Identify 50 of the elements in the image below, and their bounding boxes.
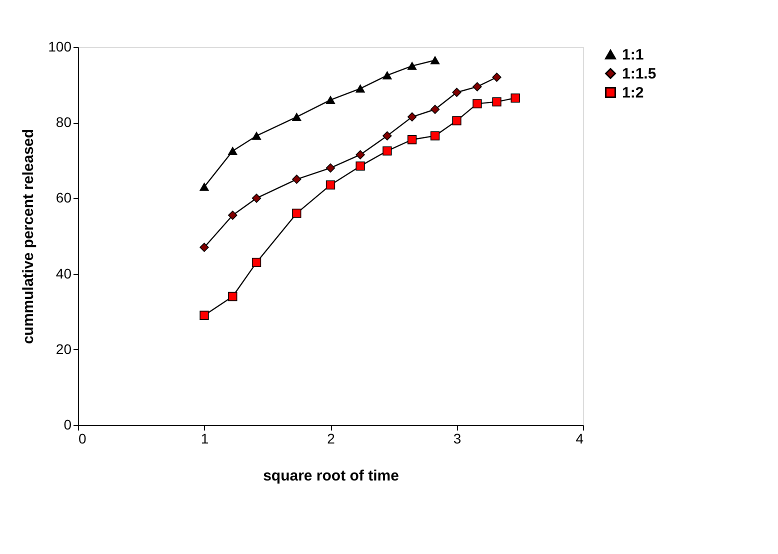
y-tick-label: 80 <box>56 114 72 130</box>
point <box>407 62 417 70</box>
point <box>252 258 262 268</box>
legend-label: 1:2 <box>622 84 644 102</box>
x-tick-label: 1 <box>200 430 209 446</box>
point <box>407 135 417 144</box>
y-tick-label: 0 <box>64 416 72 432</box>
point <box>200 310 209 320</box>
point <box>382 131 392 140</box>
point <box>472 82 482 92</box>
y-tick-label: 100 <box>48 38 72 54</box>
x-tick-label: 2 <box>327 430 336 446</box>
point <box>382 71 392 80</box>
legend-label: 1:1 <box>622 46 644 64</box>
point <box>510 93 520 103</box>
y-axis-title: cummulative percent released <box>20 128 38 344</box>
x-tick-label: 3 <box>453 430 462 446</box>
y-tick-label: 40 <box>56 265 72 282</box>
point <box>472 99 482 108</box>
y-tick-label: 60 <box>56 190 72 206</box>
point <box>292 112 302 121</box>
point <box>356 150 365 160</box>
point <box>228 210 238 220</box>
point <box>228 292 238 302</box>
point <box>252 194 262 203</box>
point <box>452 116 462 126</box>
legend-label: 1:1.5 <box>622 66 656 82</box>
point <box>382 146 392 156</box>
point <box>430 56 440 64</box>
point <box>492 72 502 82</box>
point <box>326 96 336 104</box>
point <box>326 163 336 173</box>
point <box>228 146 238 155</box>
point <box>200 242 209 252</box>
point <box>452 88 462 97</box>
point <box>252 132 262 140</box>
y-tick-label: 20 <box>56 340 72 357</box>
x-tick-label: 4 <box>576 430 584 446</box>
point <box>430 131 440 140</box>
point <box>356 84 365 93</box>
point <box>356 161 365 171</box>
point <box>430 104 440 114</box>
point <box>492 97 502 106</box>
point <box>326 180 336 190</box>
point <box>292 174 302 184</box>
point <box>407 112 417 122</box>
x-tick-label: 0 <box>78 430 86 446</box>
point <box>200 182 209 191</box>
x-axis-title: square root of time <box>263 468 399 484</box>
point <box>292 208 302 218</box>
